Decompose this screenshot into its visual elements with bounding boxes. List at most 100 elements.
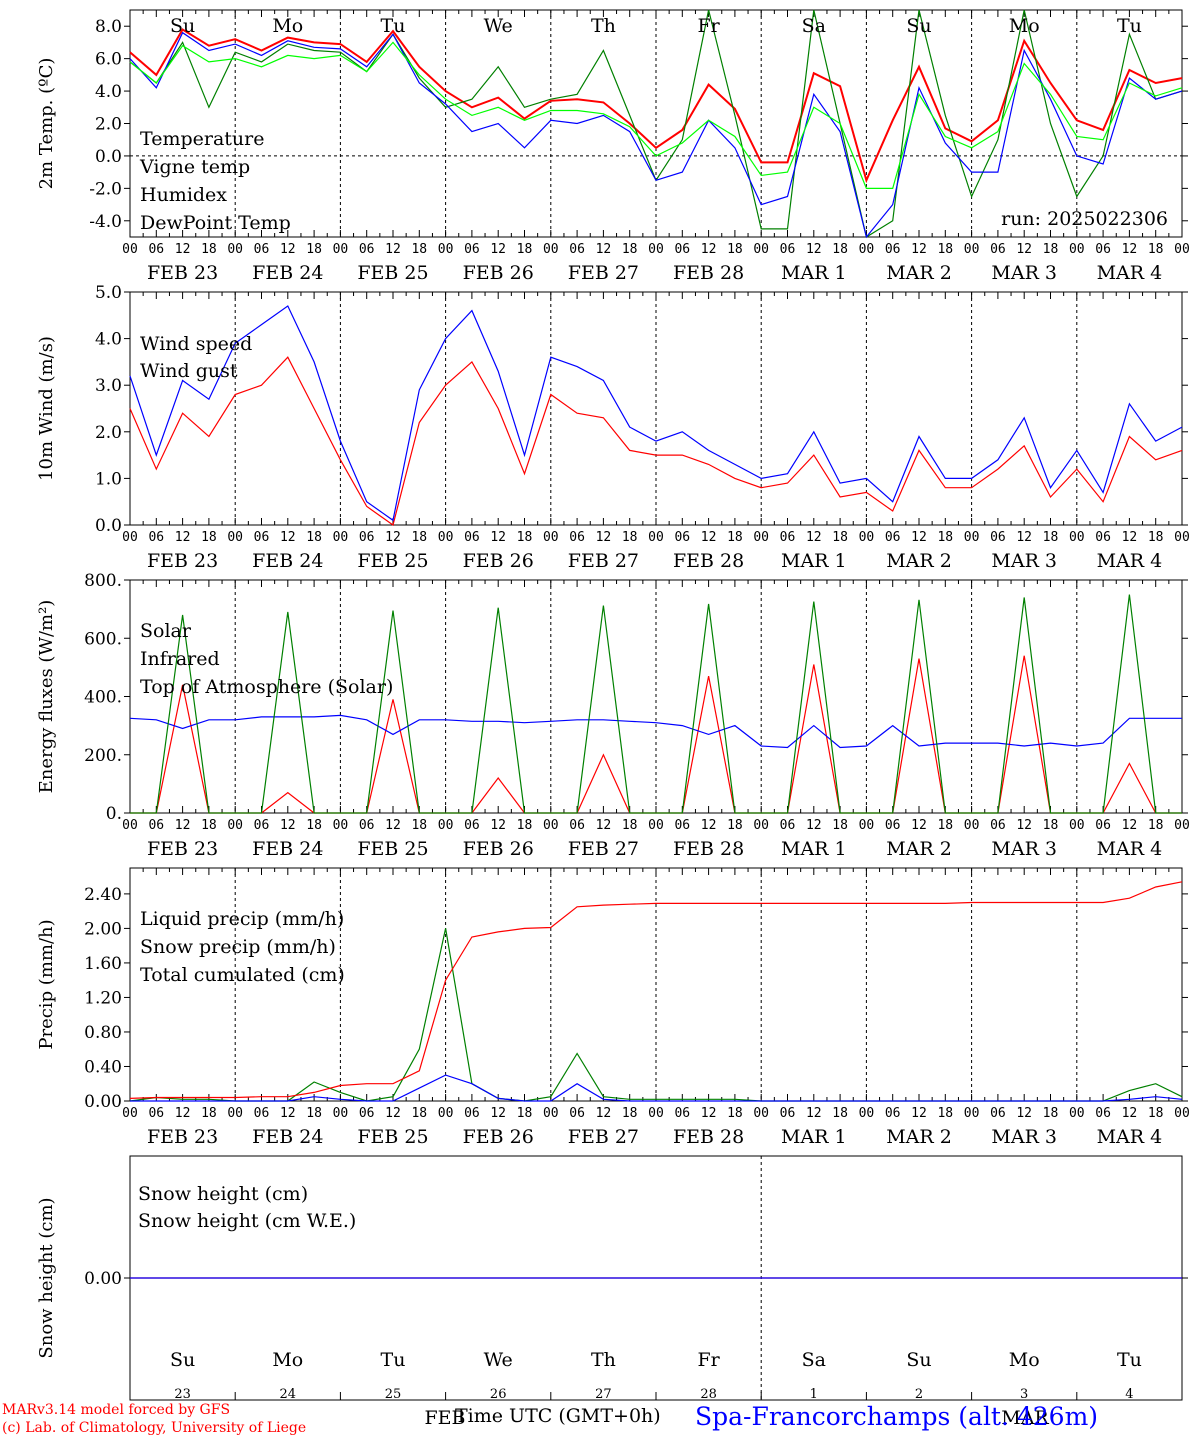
hour-label: 06	[885, 1106, 901, 1121]
hour-label: 12	[175, 242, 191, 257]
hour-label: 06	[569, 530, 585, 545]
hour-label: 18	[1148, 1106, 1164, 1121]
y-tick-label: 8.0	[95, 17, 122, 37]
hour-label: 18	[306, 1106, 322, 1121]
hour-label: 18	[832, 242, 848, 257]
hour-label: 00	[122, 1106, 138, 1121]
date-label: FEB 23	[147, 838, 218, 860]
date-label: FEB 28	[673, 262, 744, 284]
date-label: MAR 3	[991, 262, 1057, 284]
date-label: MAR 3	[991, 1126, 1057, 1148]
hour-label: 06	[464, 1106, 480, 1121]
day-number: 26	[490, 1387, 507, 1402]
hour-label: 00	[964, 1106, 980, 1121]
weekday-label: Sa	[802, 15, 826, 37]
hour-label: 06	[990, 1106, 1006, 1121]
legend-entry: Temperature	[140, 128, 264, 150]
date-label: FEB 28	[673, 550, 744, 572]
y-tick-label: 1.20	[84, 988, 122, 1008]
panel-4	[124, 867, 1188, 1102]
panel-1	[124, 9, 1188, 239]
weekday-label: Su	[170, 1349, 195, 1371]
date-label: FEB 25	[357, 550, 428, 572]
y-tick-label: 0.00	[84, 1269, 122, 1289]
y-tick-label: 3.0	[95, 376, 122, 396]
hour-label: 00	[1069, 818, 1085, 833]
hour-label: 00	[122, 530, 138, 545]
y-tick-label: 2.0	[95, 115, 122, 135]
weekday-label: Fr	[697, 1349, 720, 1371]
hour-label: 06	[674, 530, 690, 545]
y-tick-label: 6.0	[95, 50, 122, 70]
date-label: MAR 3	[991, 838, 1057, 860]
hour-label: 00	[1069, 1106, 1085, 1121]
hour-label: 18	[622, 242, 638, 257]
hour-label: 12	[596, 530, 612, 545]
date-label: FEB 24	[252, 838, 323, 860]
date-label: FEB 24	[252, 1126, 323, 1148]
y-axis-label: Precip (mm/h)	[36, 919, 57, 1049]
y-tick-label: 0.0	[95, 147, 122, 167]
hour-label: 00	[543, 242, 559, 257]
hour-label: 18	[727, 242, 743, 257]
y-axis-label: 10m Wind (m/s)	[36, 336, 57, 481]
hour-label: 00	[1174, 530, 1190, 545]
weekday-label: Su	[906, 15, 931, 37]
legend-entry: Snow height (cm)	[138, 1183, 308, 1205]
day-number: 23	[174, 1387, 191, 1402]
date-label: MAR 1	[781, 262, 847, 284]
hour-label: 12	[175, 530, 191, 545]
hour-label: 06	[1095, 1106, 1111, 1121]
date-label: FEB 25	[357, 262, 428, 284]
legend-entry: Wind gust	[140, 360, 238, 382]
hour-label: 12	[490, 1106, 506, 1121]
day-number: 28	[700, 1387, 717, 1402]
hour-label: 06	[254, 242, 270, 257]
month-label: MAR	[1001, 1407, 1049, 1429]
hour-label: 18	[1043, 242, 1059, 257]
hour-label: 12	[280, 818, 296, 833]
day-number: 3	[1020, 1387, 1028, 1402]
hour-label: 06	[1095, 818, 1111, 833]
hour-label: 12	[280, 1106, 296, 1121]
hour-label: 00	[438, 1106, 454, 1121]
hour-label: 00	[859, 530, 875, 545]
hour-label: 12	[596, 1106, 612, 1121]
hour-label: 18	[937, 242, 953, 257]
hour-label: 12	[280, 530, 296, 545]
hour-label: 00	[227, 242, 243, 257]
hour-label: 18	[832, 818, 848, 833]
weekday-label: Sa	[802, 1349, 826, 1371]
hour-label: 12	[1016, 242, 1032, 257]
hour-label: 12	[911, 1106, 927, 1121]
hour-label: 18	[306, 818, 322, 833]
legend-entry: Snow precip (mm/h)	[140, 936, 336, 958]
hour-label: 06	[254, 530, 270, 545]
hour-label: 18	[201, 1106, 217, 1121]
weekday-label: Su	[170, 15, 195, 37]
hour-label: 12	[806, 242, 822, 257]
hour-label: 18	[727, 530, 743, 545]
hour-label: 18	[622, 1106, 638, 1121]
date-label: FEB 26	[463, 838, 534, 860]
y-tick-label: 0.00	[84, 1092, 122, 1112]
hour-label: 12	[385, 242, 401, 257]
day-number: 27	[595, 1387, 612, 1402]
hour-label: 12	[175, 1106, 191, 1121]
hour-label: 12	[1122, 1106, 1138, 1121]
hour-label: 18	[1043, 818, 1059, 833]
hour-label: 00	[227, 1106, 243, 1121]
hour-label: 18	[1043, 530, 1059, 545]
legend-entry: Solar	[140, 620, 192, 642]
hour-label: 18	[622, 818, 638, 833]
y-tick-label: 0.80	[84, 1023, 122, 1043]
hour-label: 12	[1122, 818, 1138, 833]
hour-label: 18	[1148, 242, 1164, 257]
hour-label: 18	[937, 530, 953, 545]
weekday-label: Th	[591, 1349, 616, 1371]
hour-label: 06	[1095, 242, 1111, 257]
weekday-label: Mo	[272, 1349, 303, 1371]
hour-label: 00	[333, 530, 349, 545]
hour-label: 12	[280, 242, 296, 257]
